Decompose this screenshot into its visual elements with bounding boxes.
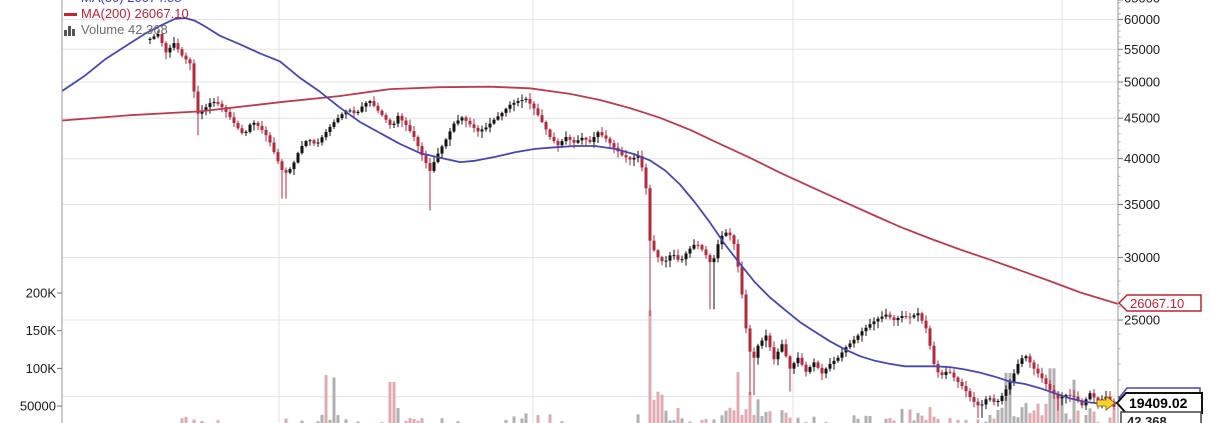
svg-text:42,368: 42,368	[1127, 414, 1167, 423]
legend-volume-label: Volume 42,368	[81, 22, 168, 37]
svg-text:55000: 55000	[1124, 42, 1160, 57]
volume-bars-icon	[64, 25, 77, 36]
last-price-arrow-icon	[1096, 395, 1116, 411]
y-axis-right[interactable]: 65000 60000 55000 50000 45000 40000 35000 30000…	[1118, 0, 1160, 404]
svg-text:45000: 45000	[1124, 111, 1160, 126]
svg-text:35000: 35000	[1124, 197, 1160, 212]
legend-row-volume[interactable]: Volume 42,368	[64, 23, 168, 37]
svg-text:50000: 50000	[1124, 75, 1160, 90]
svg-text:65000: 65000	[1124, 0, 1160, 6]
svg-text:40000: 40000	[1124, 151, 1160, 166]
svg-text:26067.10: 26067.10	[1130, 296, 1184, 311]
legend-row-ma50[interactable]: MA(50) 20074.88	[64, 0, 181, 5]
svg-text:19409.02: 19409.02	[1129, 395, 1188, 411]
ma200-line	[62, 85, 1118, 305]
legend-ma50-label: MA(50) 20074.88	[81, 0, 181, 5]
y-axis-left-volume[interactable]: 200K 150K 100K 50000	[20, 286, 62, 414]
svg-text:50000: 50000	[20, 399, 56, 414]
candles-layer	[148, 30, 1116, 418]
svg-text:25000: 25000	[1124, 313, 1160, 328]
ma200-swatch-icon	[64, 12, 77, 16]
ma50-line	[62, 17, 1118, 405]
legend-ma200-label: MA(200) 26067.10	[81, 6, 189, 21]
volume-layer	[180, 310, 1116, 423]
gridlines	[62, 0, 1118, 423]
svg-text:100K: 100K	[26, 361, 57, 376]
last-price-tag[interactable]: 19409.02	[1115, 392, 1203, 414]
svg-text:150K: 150K	[26, 323, 57, 338]
svg-text:60000: 60000	[1124, 12, 1160, 27]
ma200-price-tag[interactable]: 26067.10	[1117, 294, 1202, 312]
legend-row-ma200[interactable]: MA(200) 26067.10	[64, 7, 189, 21]
svg-text:30000: 30000	[1124, 250, 1160, 265]
svg-text:200K: 200K	[26, 286, 57, 301]
volume-value-tag: 42,368	[1120, 411, 1202, 423]
